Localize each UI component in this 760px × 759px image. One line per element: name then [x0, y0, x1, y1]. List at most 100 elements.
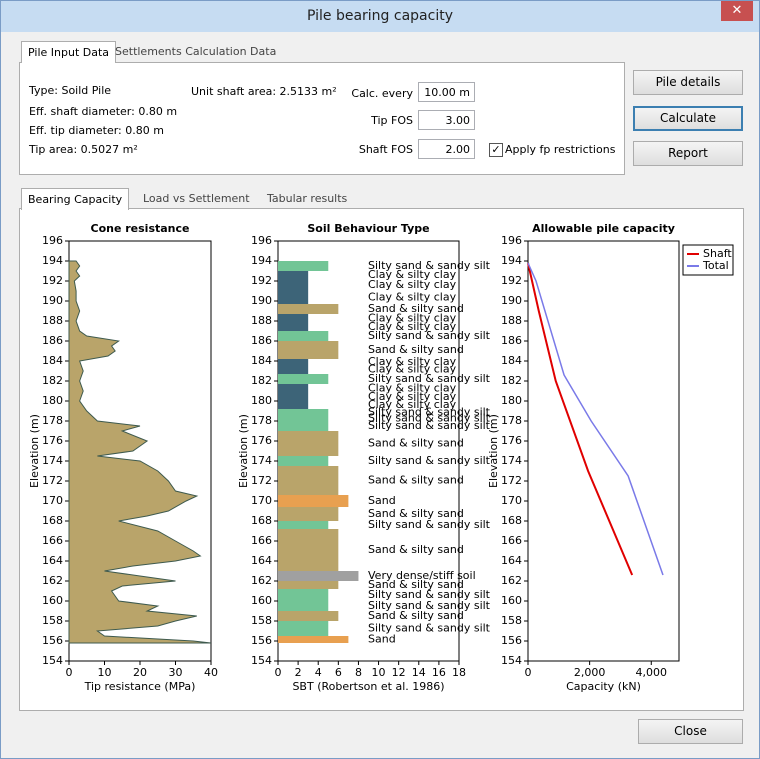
y-tick-label: 154 — [251, 654, 272, 667]
y-tick-label: 182 — [251, 374, 272, 387]
layer-label: Clay & silty clay — [368, 268, 457, 281]
y-tick-label: 186 — [501, 334, 522, 347]
field-input[interactable]: 3.00 — [418, 110, 475, 130]
y-tick-label: 166 — [501, 534, 522, 547]
y-tick-label: 190 — [251, 294, 272, 307]
y-tick-label: 172 — [251, 474, 272, 487]
y-tick-label: 186 — [42, 334, 63, 347]
x-tick-label: 4 — [315, 666, 322, 679]
field-label: Calc. every — [351, 87, 413, 100]
checkbox-label: Apply fp restrictions — [505, 143, 616, 156]
button[interactable]: Close — [638, 719, 743, 744]
y-tick-label: 196 — [42, 234, 63, 247]
y-tick-label: 192 — [501, 274, 522, 287]
x-tick-label: 6 — [335, 666, 342, 679]
y-tick-label: 174 — [42, 454, 63, 467]
layer-label: Silty sand & sandy silt — [368, 622, 491, 635]
sbt-bar — [278, 456, 329, 466]
button[interactable]: Report — [633, 141, 743, 166]
info: Eff. shaft diameter: 0.80 m — [29, 105, 178, 118]
sbt-bar — [278, 341, 339, 359]
x-tick-label: 4,000 — [636, 666, 668, 679]
field-input[interactable]: 10.00 m — [418, 82, 475, 102]
layer-label: Silty sand & sandy silt — [368, 588, 491, 601]
sbt-bar — [278, 331, 329, 341]
sbt-bar — [278, 601, 329, 611]
tab[interactable]: Settlements Calculation Data — [115, 45, 277, 58]
y-tick-label: 182 — [42, 374, 63, 387]
tab[interactable]: Load vs Settlement — [143, 192, 250, 205]
button[interactable]: Pile details — [633, 70, 743, 95]
sbt-bar — [278, 401, 309, 409]
y-tick-label: 156 — [42, 634, 63, 647]
y-tick-label: 174 — [501, 454, 522, 467]
y-tick-label: 166 — [42, 534, 63, 547]
field-label: Shaft FOS — [358, 143, 413, 156]
window-title: Pile bearing capacity — [306, 8, 453, 24]
x-tick-label: 14 — [412, 666, 426, 679]
y-tick-label: 154 — [501, 654, 522, 667]
x-tick-label: 2 — [295, 666, 302, 679]
tab[interactable]: Bearing Capacity — [21, 188, 130, 210]
layer-label: Sand & silty sand — [368, 578, 464, 591]
y-tick-label: 176 — [501, 434, 522, 447]
layer-label: Silty sand & sandy silt — [368, 454, 491, 467]
y-axis-label: Elevation (m) — [487, 414, 500, 488]
checkbox[interactable]: ✓ — [489, 143, 503, 157]
y-tick-label: 180 — [251, 394, 272, 407]
x-tick-label: 2,000 — [574, 666, 606, 679]
x-axis-label: Capacity (kN) — [566, 680, 641, 693]
layer-label: Sand — [368, 633, 396, 646]
title-bar — [1, 1, 759, 32]
y-tick-label: 172 — [42, 474, 63, 487]
layer-label: Sand & silty sand — [368, 343, 464, 356]
chart-title: Allowable pile capacity — [532, 222, 675, 235]
y-tick-label: 188 — [42, 314, 63, 327]
field-input[interactable]: 2.00 — [418, 139, 475, 159]
tab[interactable]: Pile Input Data — [21, 41, 117, 63]
y-tick-label: 194 — [501, 254, 522, 267]
y-tick-label: 186 — [251, 334, 272, 347]
x-tick-label: 10 — [98, 666, 112, 679]
sbt-bar — [278, 507, 339, 521]
tab[interactable]: Tabular results — [267, 192, 348, 205]
y-tick-label: 162 — [501, 574, 522, 587]
sbt-bar — [278, 409, 329, 416]
sbt-bar — [278, 521, 329, 529]
legend — [682, 244, 734, 276]
sbt-bar — [278, 495, 349, 507]
y-axis-label: Elevation (m) — [28, 414, 41, 488]
y-tick-label: 188 — [501, 314, 522, 327]
x-tick-label: 10 — [372, 666, 386, 679]
tip-resistance-area — [68, 260, 212, 644]
layer-label: Silty sand & sandy silt — [368, 599, 491, 612]
layer-label: Clay & silty clay — [368, 312, 457, 325]
y-tick-label: 174 — [251, 454, 272, 467]
layer-label: Clay & silty clay — [368, 382, 457, 395]
sbt-bar — [278, 374, 329, 384]
y-tick-label: 172 — [501, 474, 522, 487]
y-tick-label: 154 — [42, 654, 63, 667]
layer-label: Very dense/stiff soil — [368, 569, 476, 582]
y-tick-label: 160 — [251, 594, 272, 607]
x-tick-label: 0 — [66, 666, 73, 679]
chart-title: Soil Behaviour Type — [307, 222, 429, 235]
layer-label: Sand & silty sand — [368, 543, 464, 556]
y-tick-label: 196 — [251, 234, 272, 247]
layer-label: Sand & silty sand — [368, 474, 464, 487]
y-tick-label: 180 — [501, 394, 522, 407]
layer-label: Silty sand & sandy silt — [368, 419, 491, 432]
y-tick-label: 176 — [251, 434, 272, 447]
y-tick-label: 158 — [251, 614, 272, 627]
y-tick-label: 184 — [42, 354, 63, 367]
y-tick-label: 162 — [251, 574, 272, 587]
y-tick-label: 170 — [251, 494, 272, 507]
sbt-bar — [278, 304, 339, 314]
y-tick-label: 178 — [42, 414, 63, 427]
sbt-bar — [278, 291, 309, 304]
close-window[interactable]: ✕ — [721, 1, 753, 21]
sbt-bar — [278, 323, 309, 331]
y-tick-label: 192 — [251, 274, 272, 287]
button[interactable]: Calculate — [633, 106, 743, 131]
